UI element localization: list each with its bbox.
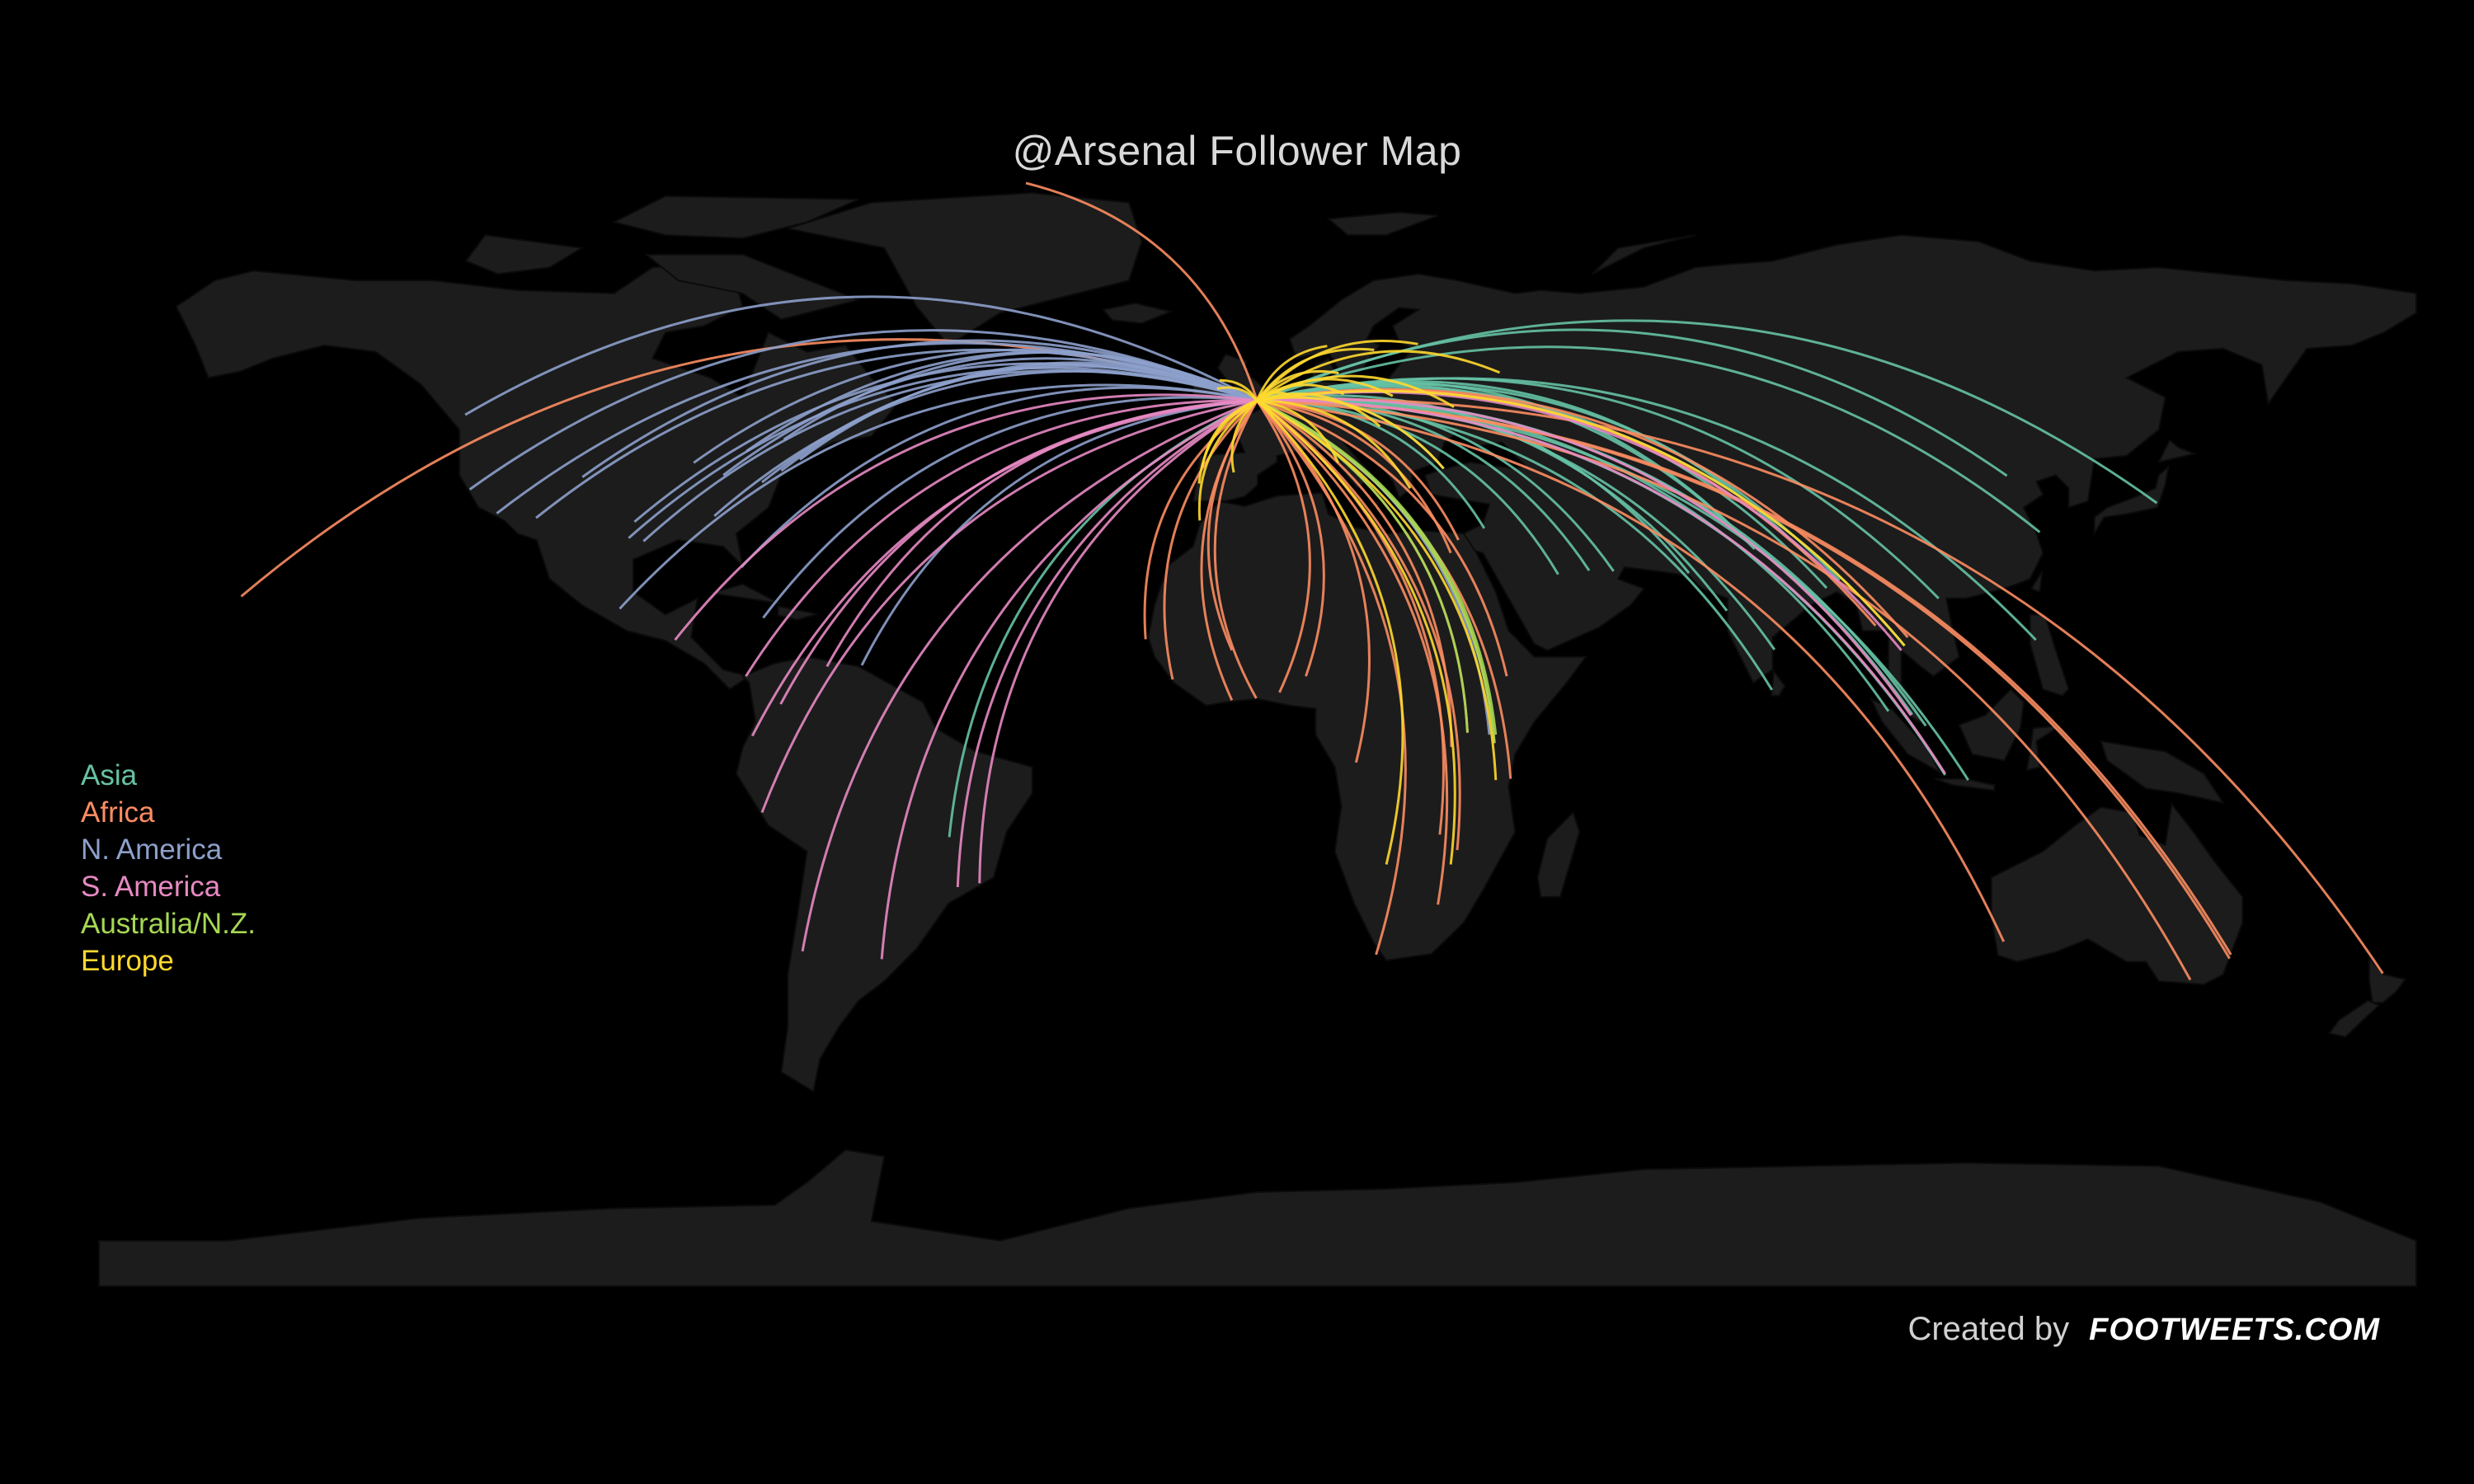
legend-item-africa: Africa (81, 796, 155, 829)
arc-europe (1256, 399, 1498, 781)
arc-africa (1257, 399, 2231, 960)
arc-s-america (674, 393, 1258, 641)
arc-n-america (628, 366, 1258, 539)
legend-item-australia-nz: Australia/N.Z. (81, 908, 256, 940)
arc-asia (1256, 328, 2008, 477)
arc-n-america (860, 399, 1258, 666)
arc-s-america (880, 399, 1258, 960)
arc-africa (1143, 399, 1258, 640)
arc-asia (1256, 385, 1828, 589)
arc-africa (1256, 399, 1453, 748)
arc-n-america (722, 357, 1258, 477)
legend-item-asia: Asia (81, 759, 138, 791)
arc-europe (1255, 345, 1328, 402)
land-shape (2025, 725, 2062, 772)
land-shape (1536, 810, 1581, 898)
brand-logo[interactable]: FOOTWEETS.COM (2089, 1313, 2380, 1347)
arc-europe (1257, 399, 1412, 489)
arc-africa (1163, 399, 1258, 680)
legend-item-europe: Europe (81, 945, 174, 977)
land-shape (1990, 801, 2244, 986)
arc-europe (1219, 378, 1258, 402)
arc-n-america (468, 329, 1258, 491)
land-shape (2030, 571, 2044, 594)
arc-s-america (801, 399, 1258, 952)
arc-europe (1256, 392, 1381, 428)
arc-europe (1230, 399, 1258, 473)
land-shape (2157, 439, 2197, 463)
arc-europe (1197, 399, 1258, 521)
region-legend: Asia Africa N. America S. America Austra… (81, 757, 256, 979)
land-shape (2327, 999, 2381, 1038)
legend-item-south-america: S. America (81, 871, 221, 903)
credit-line: Created by FOOTWEETS.COM (1907, 1311, 2380, 1348)
land-shape (98, 1148, 2417, 1287)
arc-asia (1256, 345, 2041, 533)
arc-europe (1256, 399, 1404, 865)
arc-africa (1256, 399, 1449, 905)
arc-africa (1255, 399, 1311, 693)
arc-europe (1256, 339, 1418, 402)
arc-europe (1256, 389, 1906, 647)
land-shape (1592, 234, 1696, 275)
arc-africa (1256, 399, 1325, 677)
arc-s-america (760, 399, 1258, 814)
land-shape (2368, 956, 2407, 1004)
legend-item-north-america: N. America (81, 834, 223, 866)
arc-n-america (581, 339, 1258, 478)
arc-europe (1201, 399, 1258, 468)
arc-n-america (762, 396, 1258, 619)
land-shape (2100, 740, 2225, 805)
land-shape (777, 604, 818, 621)
arc-europe (1256, 399, 1456, 865)
land-shape (1326, 211, 1438, 237)
arc-s-america (750, 399, 1258, 737)
land-shape (1101, 302, 1174, 325)
arc-europe (1256, 350, 1501, 402)
land-shape (643, 253, 862, 321)
arc-s-america (978, 399, 1258, 884)
land-shape (735, 655, 1033, 1093)
land-shape (175, 260, 899, 691)
land-shape (2029, 613, 2070, 697)
land-shape (1934, 777, 1996, 791)
land-shape (1869, 697, 1942, 775)
land-shape (1770, 669, 1786, 697)
map-title: @Arsenal Follower Map (1012, 128, 1462, 174)
arc-s-america (1257, 399, 1946, 775)
arc-australia-n-z (1256, 399, 1498, 735)
arc-n-america (464, 295, 1258, 416)
credit-label: Created by (1907, 1311, 2070, 1347)
arc-europe (1256, 378, 1394, 402)
arc-africa (1257, 399, 2006, 942)
land-masses (98, 191, 2417, 1287)
arc-asia (1256, 377, 1940, 599)
arc-africa (1256, 399, 1407, 956)
arc-s-america (825, 399, 1258, 668)
arc-africa (1257, 397, 2384, 974)
land-shape (611, 195, 859, 240)
follower-arcs (240, 181, 2384, 981)
land-shape (710, 583, 781, 605)
arc-s-america (956, 399, 1258, 888)
arc-africa (1025, 181, 1258, 402)
arc-s-america (1257, 397, 1912, 716)
arc-africa (1206, 399, 1258, 651)
arc-africa (1257, 399, 2192, 981)
arc-s-america (745, 399, 1258, 678)
arc-africa (1256, 399, 1452, 554)
land-shape (787, 191, 1143, 347)
arc-africa (1213, 400, 1258, 699)
land-shape (2093, 464, 2170, 537)
arc-africa (1256, 399, 1461, 851)
land-shape (464, 234, 585, 275)
arc-africa (1256, 387, 1909, 638)
arc-n-america (618, 383, 1258, 610)
land-shape (1958, 688, 2025, 762)
